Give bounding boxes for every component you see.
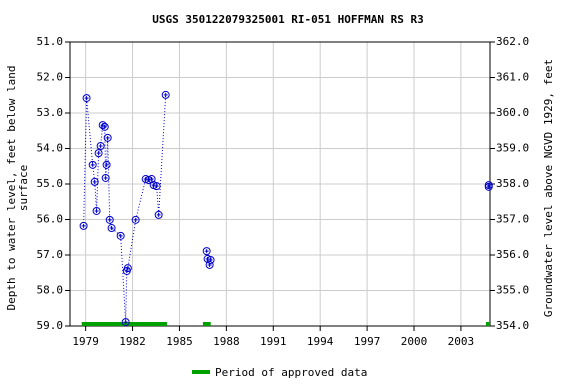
data-point-cross [123,320,128,325]
y2-tick-label: 360.0 [496,106,529,119]
data-point [121,318,130,327]
data-point [92,206,101,215]
data-point-cross [92,179,97,184]
y2-tick-label: 355.0 [496,284,529,297]
y2-tick-label: 354.0 [496,319,529,332]
data-point [116,231,125,240]
data-point-cross [109,226,114,231]
y-axis-label: Depth to water level, feet below land [5,65,18,310]
data-point [100,122,109,131]
y-tick-label: 53.0 [37,106,64,119]
x-tick-label: 1982 [119,335,146,348]
y-tick-label: 59.0 [37,319,64,332]
x-tick-label: 2000 [401,335,428,348]
data-point-cross [208,257,213,262]
data-point-cross [81,223,86,228]
y-tick-label: 58.0 [37,284,64,297]
data-point [96,142,105,151]
data-point-cross [486,183,491,188]
data-point-cross [98,144,103,149]
data-point [88,160,97,169]
data-point [82,94,91,103]
y-tick-label: 56.0 [37,213,64,226]
y-axis-label: surface [17,165,30,211]
data-point [484,181,493,190]
y-tick-label: 54.0 [37,142,64,155]
data-point-cross [104,162,109,167]
data-point-cross [149,177,154,182]
data-point-cross [105,135,110,140]
y-tick-label: 52.0 [37,71,64,84]
y2-tick-label: 361.0 [496,71,529,84]
chart-title: USGS 350122079325001 RI-051 HOFFMAN RS R… [152,13,424,26]
data-point [102,160,111,169]
data-point-cross [163,92,168,97]
data-point-cross [96,151,101,156]
data-point-cross [84,96,89,101]
data-point [107,224,116,233]
x-tick-label: 1997 [354,335,381,348]
data-point [101,173,110,182]
y-tick-label: 55.0 [37,177,64,190]
data-point-cross [102,124,107,129]
data-point-cross [107,217,112,222]
data-point [161,90,170,99]
y2-tick-label: 357.0 [496,213,529,226]
data-point-cross [118,233,123,238]
data-point-cross [103,175,108,180]
data-point-cross [94,208,99,213]
data-point [79,221,88,230]
data-point [103,133,112,142]
data-point-cross [133,217,138,222]
data-point [123,264,132,273]
data-point [154,210,163,219]
x-tick-label: 1979 [72,335,99,348]
x-tick-label: 2003 [448,335,475,348]
y2-tick-label: 356.0 [496,248,529,261]
x-tick-label: 1988 [213,335,240,348]
data-point [98,121,107,130]
y-tick-label: 57.0 [37,248,64,261]
x-tick-label: 1991 [260,335,287,348]
data-point-cross [204,249,209,254]
data-point [202,247,211,256]
data-point [205,260,214,269]
y2-tick-label: 359.0 [496,142,529,155]
data-point-cross [90,162,95,167]
data-point [94,149,103,158]
data-point-cross [156,212,161,217]
data-point [152,182,161,191]
approved-period [81,322,167,326]
data-point [131,215,140,224]
approved-period [202,322,211,326]
data-point [90,177,99,186]
data-point [105,215,114,224]
y2-axis-label: Groundwater level above NGVD 1929, feet [542,59,555,317]
y-tick-label: 51.0 [37,35,64,48]
legend-label: Period of approved data [215,366,367,379]
x-tick-label: 1985 [166,335,193,348]
x-tick-label: 1994 [307,335,334,348]
y2-tick-label: 358.0 [496,177,529,190]
data-point-cross [154,184,159,189]
approved-period [485,322,490,326]
data-point-cross [125,266,130,271]
y2-tick-label: 362.0 [496,35,529,48]
data-point [206,255,215,264]
